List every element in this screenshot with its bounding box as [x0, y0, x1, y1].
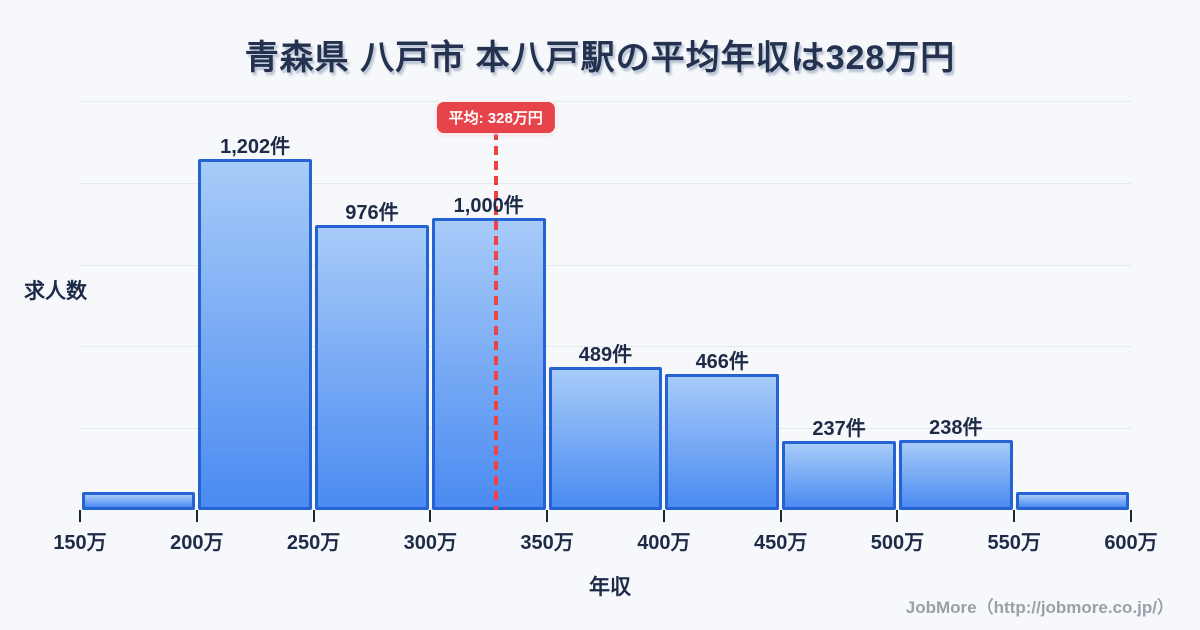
- x-tick-label: 150万: [53, 532, 107, 554]
- x-axis-tick: [1013, 510, 1016, 522]
- x-axis-tick: [546, 510, 549, 522]
- bar: [1015, 492, 1130, 510]
- footer-credit: JobMore（http://jobmore.co.jp/）: [905, 598, 1174, 617]
- x-axis-tick: [429, 510, 432, 522]
- x-tick-label: 450万: [753, 532, 808, 554]
- bar-value-label: 238件: [929, 417, 983, 440]
- bar-value-label: 1,000件: [453, 194, 524, 217]
- bar-value-label: 466件: [695, 350, 749, 373]
- x-tick-label: 200万: [170, 532, 224, 554]
- x-axis-tick: [312, 510, 315, 522]
- x-tick-label: 350万: [520, 532, 574, 554]
- x-tick-label: 400万: [637, 532, 691, 554]
- average-dashed-line: [493, 131, 498, 510]
- x-tick-label: 250万: [286, 532, 341, 554]
- x-axis-tick: [1130, 510, 1132, 522]
- bar: [431, 217, 546, 510]
- gridline: [80, 346, 1131, 348]
- bar: [782, 440, 896, 510]
- gridline: [80, 182, 1131, 184]
- x-axis-tick: [195, 510, 198, 522]
- average-badge: 平均: 328万円: [436, 102, 555, 133]
- x-axis-tick: [779, 510, 782, 522]
- bar-value-label: 237件: [812, 417, 866, 440]
- gridline: [80, 264, 1131, 266]
- bar: [665, 373, 780, 510]
- bar: [315, 224, 429, 510]
- bar-value-label: 489件: [578, 344, 633, 367]
- bar-value-label: 976件: [345, 201, 399, 224]
- x-tick-label: 600万: [1104, 532, 1158, 554]
- bar: [198, 158, 313, 510]
- x-axis-tick: [79, 510, 81, 522]
- bar: [548, 367, 663, 510]
- bar: [898, 440, 1013, 510]
- page-title: 青森県 八戸市 本八戸駅の平均年収は328万円: [244, 39, 956, 77]
- y-axis-label: 求人数: [24, 280, 87, 303]
- bar-value-label: 1,202件: [220, 135, 291, 158]
- x-tick-label: 500万: [870, 532, 925, 554]
- x-tick-label: 300万: [403, 532, 458, 554]
- x-axis-tick: [662, 510, 665, 522]
- x-axis-label: 年収: [589, 576, 631, 599]
- x-tick-label: 550万: [987, 532, 1041, 554]
- gridline: [80, 101, 1131, 102]
- x-axis-tick: [896, 510, 899, 522]
- bar: [81, 492, 196, 510]
